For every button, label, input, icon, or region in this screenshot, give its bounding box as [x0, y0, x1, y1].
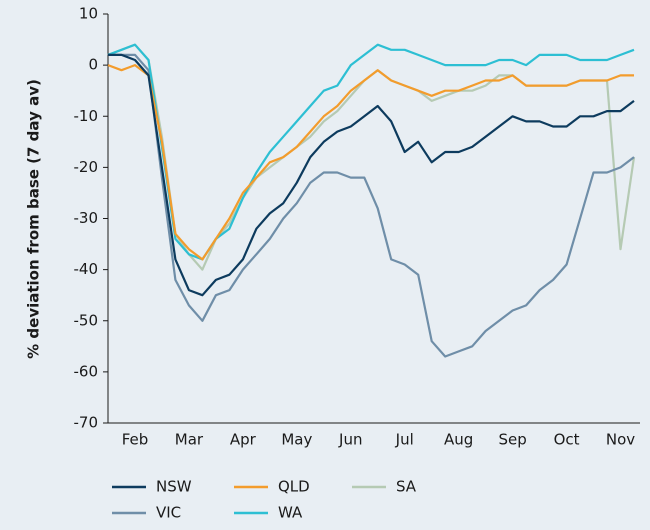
x-tick-label: Apr	[230, 431, 257, 449]
x-tick-label: May	[281, 431, 312, 449]
series-line	[107, 63, 634, 261]
legend-label: VIC	[156, 504, 181, 522]
series-line	[108, 53, 635, 297]
y-tick-label: -60	[74, 362, 99, 380]
x-tick-label: Mar	[175, 431, 204, 449]
y-tick-label: 0	[88, 56, 98, 74]
legend-label: QLD	[278, 478, 310, 496]
y-tick-label: -70	[74, 414, 99, 432]
y-tick-label: -50	[74, 311, 99, 329]
y-tick-label: 10	[79, 5, 98, 23]
x-tick-label: Feb	[122, 431, 149, 449]
x-tick-label: Aug	[444, 431, 473, 449]
y-tick-label: -20	[74, 158, 99, 176]
x-tick-label: Jul	[395, 431, 414, 449]
x-tick-label: Oct	[554, 431, 580, 449]
y-tick-label: -40	[74, 260, 99, 278]
x-tick-label: Sep	[498, 431, 526, 449]
y-tick-label: -10	[74, 107, 99, 125]
legend-label: SA	[396, 478, 417, 496]
series-line	[108, 53, 635, 358]
legend-label: WA	[278, 504, 303, 522]
series-line	[107, 43, 636, 271]
x-tick-label: Nov	[606, 431, 635, 449]
x-tick-label: Jun	[338, 431, 362, 449]
y-tick-label: -30	[74, 209, 99, 227]
y-axis-label: % deviation from base (7 day av)	[25, 79, 43, 359]
series-line	[107, 43, 635, 261]
legend-label: NSW	[156, 478, 192, 496]
